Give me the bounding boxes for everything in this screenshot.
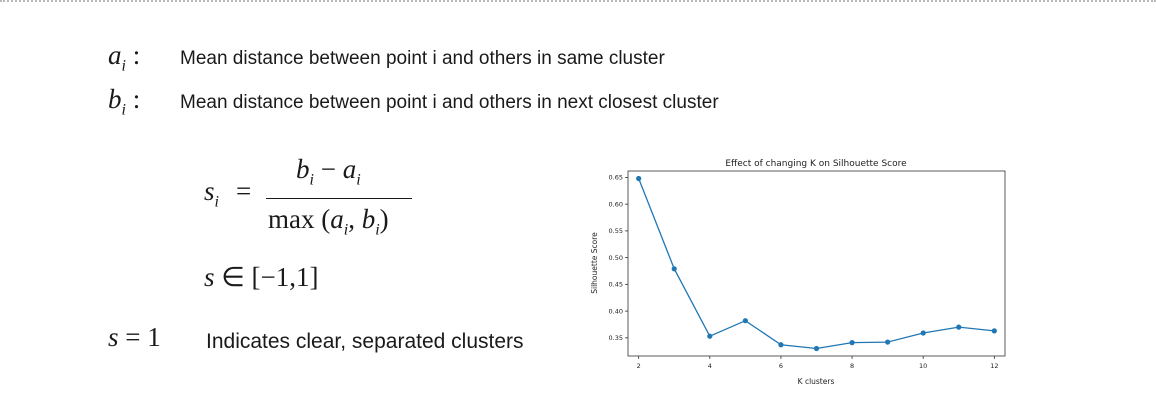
chart-title: Effect of changing K on Silhouette Score bbox=[725, 159, 907, 169]
formula-lhs: si bbox=[204, 176, 219, 211]
silhouette-formula: si = bi − ai max (ai, bi) bbox=[204, 154, 424, 244]
x-tick-label: 8 bbox=[850, 362, 854, 370]
y-tick-label: 0.35 bbox=[609, 334, 623, 342]
definition-a-text: Mean distance between point i and others… bbox=[180, 48, 665, 69]
x-tick-label: 2 bbox=[637, 362, 641, 370]
data-point bbox=[849, 340, 855, 346]
data-point bbox=[707, 333, 713, 339]
y-axis-label: Silhouette Score bbox=[590, 232, 599, 294]
y-tick-label: 0.45 bbox=[609, 281, 623, 289]
range-formula: s ∈ [−1,1] bbox=[204, 262, 319, 292]
dotted-top-border bbox=[0, 0, 1156, 2]
definition-b: bi : Mean distance between point i and o… bbox=[108, 84, 719, 120]
data-point bbox=[778, 342, 784, 348]
y-tick-label: 0.40 bbox=[609, 307, 623, 315]
formula-numerator: bi − ai bbox=[296, 154, 361, 189]
symbol-a-i: ai : bbox=[108, 40, 141, 75]
data-point bbox=[885, 339, 891, 345]
y-tick-label: 0.60 bbox=[609, 200, 623, 208]
y-tick-label: 0.50 bbox=[609, 254, 623, 262]
symbol-b-i: bi : bbox=[108, 84, 141, 119]
data-point bbox=[956, 324, 962, 330]
x-tick-label: 4 bbox=[708, 362, 712, 370]
s-equals-one: s = 1 bbox=[108, 322, 161, 352]
series-silhouette bbox=[636, 175, 997, 352]
series-line bbox=[638, 178, 995, 350]
data-point bbox=[920, 330, 926, 336]
data-point bbox=[813, 345, 820, 352]
formula-equals: = bbox=[236, 176, 252, 206]
data-point bbox=[671, 266, 677, 272]
x-tick-label: 12 bbox=[990, 362, 998, 370]
x-axis-label: K clusters bbox=[798, 377, 835, 386]
x-tick-label: 10 bbox=[919, 362, 927, 370]
chart-svg: Effect of changing K on Silhouette Score… bbox=[590, 159, 1006, 386]
clear-clusters-text: Indicates clear, separated clusters bbox=[206, 330, 524, 353]
formula-denominator: max (ai, bi) bbox=[268, 204, 389, 239]
data-point bbox=[742, 318, 748, 324]
definition-b-text: Mean distance between point i and others… bbox=[180, 92, 719, 113]
axis-ticks: 2 4 6 8 10 12 0.35 0.40 0.45 0.50 0.55 0.60 0.65 bbox=[609, 174, 999, 370]
data-point bbox=[991, 328, 997, 334]
silhouette-chart: Effect of changing K on Silhouette Score… bbox=[580, 150, 1020, 400]
data-point bbox=[636, 175, 642, 182]
definition-a: ai : Mean distance between point i and o… bbox=[108, 40, 665, 76]
plot-frame bbox=[627, 170, 1006, 357]
fraction-bar bbox=[266, 198, 412, 199]
x-tick-label: 6 bbox=[779, 362, 783, 370]
y-tick-label: 0.65 bbox=[609, 174, 623, 182]
y-tick-label: 0.55 bbox=[609, 227, 623, 235]
